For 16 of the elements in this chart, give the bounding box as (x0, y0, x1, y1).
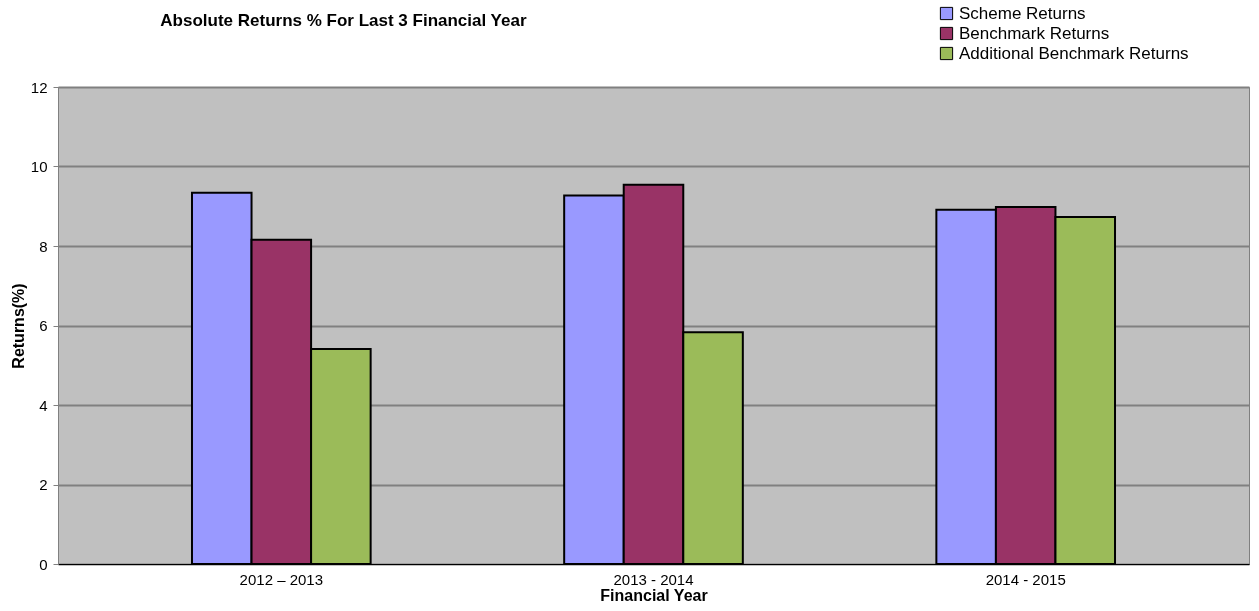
x-axis-title: Financial Year (600, 586, 708, 604)
y-axis-title: Returns(%) (9, 283, 27, 369)
x-tick-label: 2013 - 2014 (613, 570, 694, 588)
x-tick-label: 2012 – 2013 (239, 570, 324, 588)
y-tick-label: 0 (39, 555, 48, 573)
y-tick-label: 12 (30, 78, 48, 96)
legend-label: Additional Benchmark Returns (959, 43, 1189, 63)
y-tick-label: 8 (39, 237, 48, 255)
legend-label: Benchmark Returns (959, 23, 1110, 43)
y-tick-label: 10 (30, 158, 48, 175)
chart-title: Absolute Returns % For Last 3 Financial Year (160, 11, 527, 30)
y-tick-label: 2 (39, 476, 48, 493)
x-tick-label: 2014 - 2015 (985, 570, 1066, 588)
y-tick-label: 4 (39, 396, 48, 414)
legend-label: Scheme Returns (959, 3, 1086, 23)
y-tick-label: 6 (39, 317, 48, 334)
